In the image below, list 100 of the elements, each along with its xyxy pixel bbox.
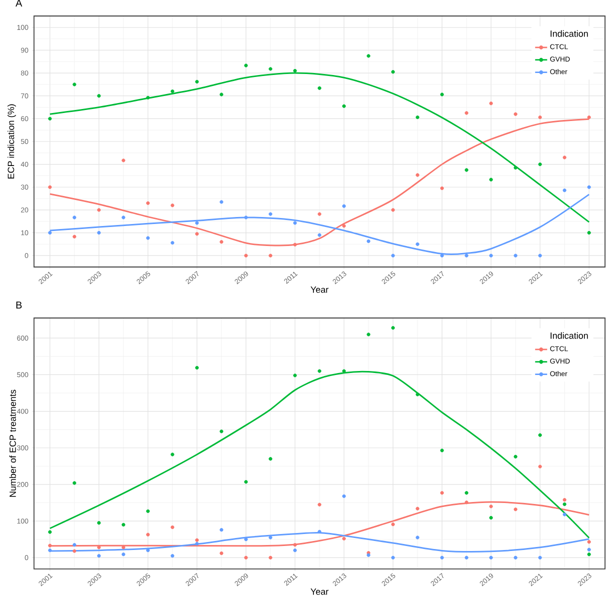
point xyxy=(416,536,420,540)
point xyxy=(342,224,346,228)
point xyxy=(514,454,518,458)
point xyxy=(293,548,297,552)
point xyxy=(244,556,248,560)
y-axis-title: Number of ECP treatments xyxy=(9,390,16,497)
point xyxy=(195,80,199,84)
point xyxy=(48,530,52,534)
point xyxy=(489,504,493,508)
point xyxy=(268,67,272,71)
point xyxy=(195,366,199,370)
point xyxy=(342,494,346,498)
point xyxy=(170,204,174,208)
point xyxy=(538,254,542,258)
point xyxy=(48,548,52,552)
chart-title: B xyxy=(16,302,22,308)
point xyxy=(440,491,444,495)
point xyxy=(244,480,248,484)
point xyxy=(464,556,468,560)
point xyxy=(195,232,199,236)
point xyxy=(391,254,395,258)
point xyxy=(514,556,518,560)
point xyxy=(416,116,420,120)
point xyxy=(170,452,174,456)
point xyxy=(587,548,591,552)
point xyxy=(366,332,370,336)
point xyxy=(72,543,76,547)
point xyxy=(416,242,420,246)
point xyxy=(514,166,518,170)
point xyxy=(416,173,420,177)
line-series xyxy=(49,370,590,539)
point xyxy=(268,212,272,216)
point xyxy=(538,433,542,437)
point xyxy=(562,156,566,160)
point xyxy=(562,512,566,516)
point xyxy=(464,111,468,115)
point xyxy=(244,538,248,542)
point xyxy=(244,216,248,220)
point xyxy=(416,392,420,396)
point xyxy=(268,457,272,461)
point xyxy=(122,522,126,527)
point xyxy=(122,546,126,550)
point xyxy=(318,502,322,506)
point xyxy=(514,508,518,512)
point xyxy=(97,94,101,98)
point xyxy=(538,162,542,166)
point xyxy=(220,528,224,532)
point xyxy=(97,554,101,558)
point xyxy=(220,92,224,96)
point xyxy=(48,116,52,120)
point xyxy=(293,68,297,73)
point xyxy=(268,556,272,560)
point xyxy=(293,221,297,225)
point xyxy=(48,185,52,189)
point xyxy=(97,208,101,212)
point xyxy=(562,188,566,192)
point xyxy=(244,254,248,258)
point xyxy=(489,178,493,182)
point xyxy=(342,369,346,373)
point xyxy=(464,491,468,495)
point xyxy=(464,254,468,258)
point xyxy=(170,554,174,558)
point xyxy=(514,254,518,258)
point xyxy=(391,326,395,330)
point xyxy=(538,464,542,468)
y-axis-title: ECP indication (%) xyxy=(8,104,16,179)
point xyxy=(587,116,591,120)
point xyxy=(489,102,493,106)
point xyxy=(538,556,542,560)
point xyxy=(342,104,346,108)
point xyxy=(220,200,224,204)
point xyxy=(195,542,199,546)
point xyxy=(146,96,150,100)
point xyxy=(489,254,493,258)
point xyxy=(538,116,542,120)
point xyxy=(170,241,174,245)
point xyxy=(440,254,444,258)
legend-title: Indication xyxy=(550,332,588,339)
point xyxy=(318,233,322,237)
point xyxy=(587,540,591,544)
point xyxy=(489,516,493,520)
point xyxy=(464,500,468,504)
point xyxy=(562,502,566,506)
point xyxy=(587,230,591,235)
point xyxy=(170,525,174,530)
point xyxy=(97,546,101,550)
point xyxy=(122,552,126,556)
point xyxy=(146,201,150,205)
point xyxy=(170,89,174,94)
point xyxy=(72,216,76,220)
point xyxy=(587,552,591,556)
point xyxy=(220,430,224,434)
point xyxy=(366,54,370,58)
point xyxy=(220,240,224,244)
point xyxy=(440,186,444,190)
point xyxy=(391,208,395,212)
point xyxy=(440,556,444,560)
point xyxy=(48,544,52,548)
point xyxy=(391,522,395,526)
point xyxy=(440,92,444,96)
